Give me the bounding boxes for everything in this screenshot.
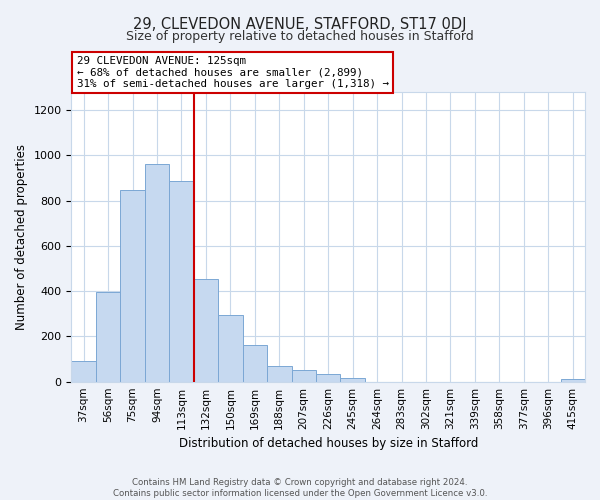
Bar [96,292,121,382]
Text: Contains HM Land Registry data © Crown copyright and database right 2024.
Contai: Contains HM Land Registry data © Crown c… [113,478,487,498]
Bar [145,164,169,382]
Bar [292,370,316,382]
X-axis label: Distribution of detached houses by size in Stafford: Distribution of detached houses by size … [179,437,478,450]
Bar [218,315,242,382]
Text: 29, CLEVEDON AVENUE, STAFFORD, ST17 0DJ: 29, CLEVEDON AVENUE, STAFFORD, ST17 0DJ [133,18,467,32]
Bar [340,378,365,382]
Bar [71,362,96,382]
Text: 29 CLEVEDON AVENUE: 125sqm
← 68% of detached houses are smaller (2,899)
31% of s: 29 CLEVEDON AVENUE: 125sqm ← 68% of deta… [77,56,389,89]
Text: Size of property relative to detached houses in Stafford: Size of property relative to detached ho… [126,30,474,43]
Bar [560,380,585,382]
Y-axis label: Number of detached properties: Number of detached properties [15,144,28,330]
Bar [121,190,145,382]
Bar [316,374,340,382]
Bar [169,182,194,382]
Bar [267,366,292,382]
Bar [194,278,218,382]
Bar [242,346,267,382]
